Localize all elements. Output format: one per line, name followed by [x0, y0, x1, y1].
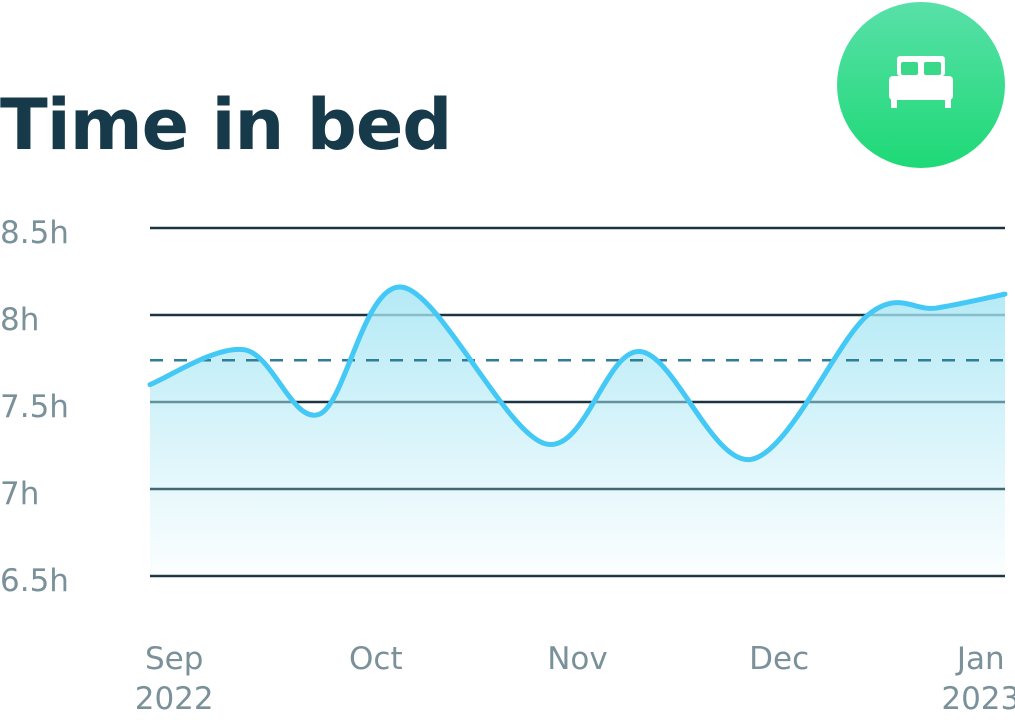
x-tick-label: Dec — [749, 641, 809, 677]
x-tick-label: Sep — [145, 641, 203, 677]
bed-badge — [837, 2, 1005, 168]
area-fill — [150, 287, 1005, 576]
x-tick-year-label: 2022 — [135, 681, 214, 717]
y-tick-label: 8.5h — [0, 215, 69, 251]
x-tick-label: Jan — [955, 641, 1005, 677]
y-tick-label: 7h — [0, 476, 39, 512]
y-tick-label: 6.5h — [0, 563, 69, 599]
chart-title: Time in bed — [0, 84, 452, 166]
x-tick-label: Nov — [547, 641, 608, 677]
series-line — [147, 284, 1008, 462]
y-tick-label: 7.5h — [0, 389, 69, 425]
x-tick-label: Oct — [349, 641, 403, 677]
bed-icon — [889, 56, 953, 108]
x-tick-year-label: 2023 — [941, 681, 1015, 717]
y-tick-label: 8h — [0, 302, 39, 338]
